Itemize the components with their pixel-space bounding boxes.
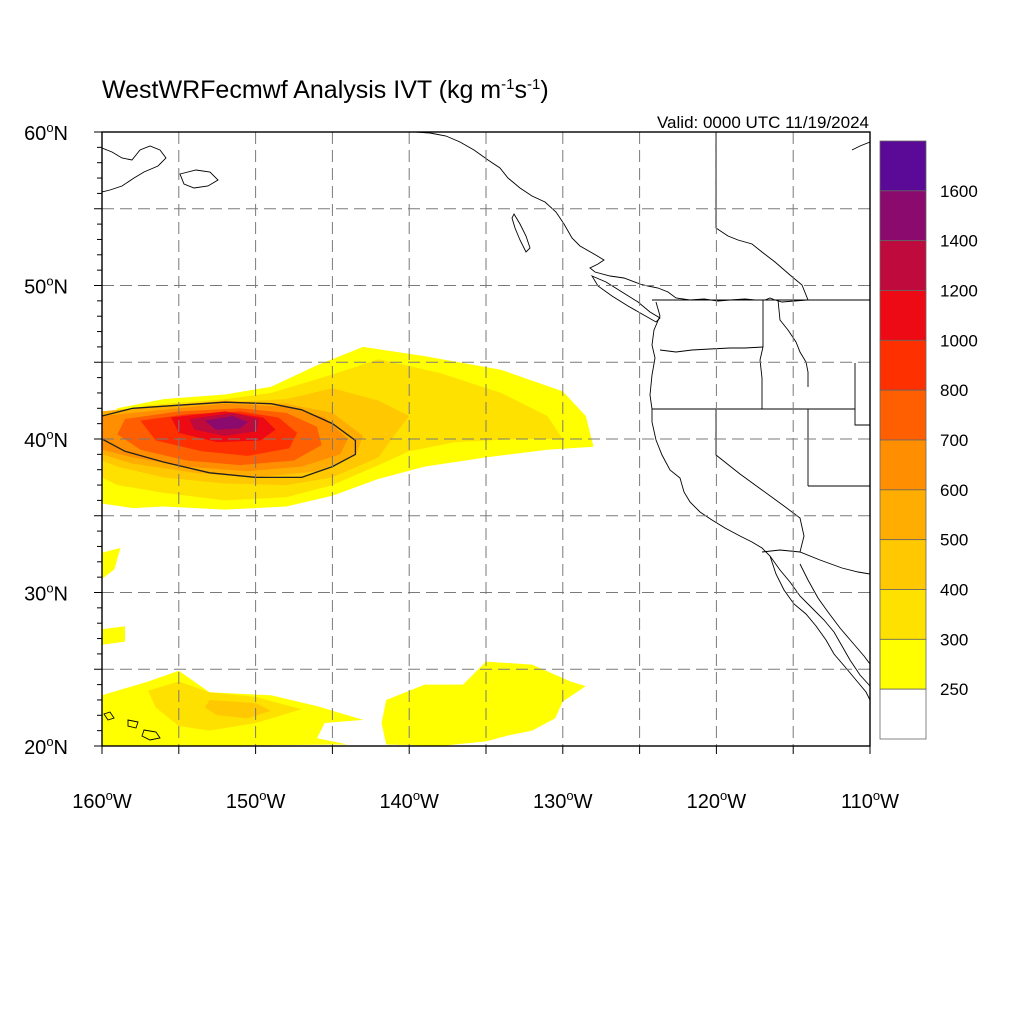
or-id-border: [759, 346, 764, 409]
graticule-dashed: [102, 132, 870, 746]
lon-label: 120oW: [687, 788, 747, 813]
longitude-labels: 160oW 150oW 140oW 130oW 120oW 110oW: [72, 788, 899, 813]
colorbar-swatch: [879, 240, 927, 291]
lat-label: 60oN: [24, 120, 68, 145]
minor-tick-marks: [94, 131, 871, 754]
ivt-region-250-4: [381, 661, 586, 746]
ivt-region-400-1: [204, 700, 271, 719]
colorbar-label: 1200: [940, 282, 978, 301]
colorbar-label: 400: [940, 581, 968, 600]
colorbar-swatch: [879, 688, 927, 740]
idaho-mt-border: [777, 299, 809, 387]
baja-california: [769, 555, 870, 701]
gulf-of-california: [799, 563, 870, 665]
lon-label: 130oW: [533, 788, 593, 813]
wy-border: [854, 363, 870, 426]
colorbar-swatch: [879, 190, 927, 242]
colorbar-swatch: [879, 140, 927, 192]
hudson-coast: [851, 141, 870, 151]
alaska-southwest: [102, 145, 167, 193]
mexico-border: [761, 549, 870, 575]
colorbar-label: 1400: [940, 232, 978, 251]
vancouver-island: [590, 275, 661, 323]
valid-time-label: Valid: 0000 UTC 11/19/2024: [657, 113, 869, 132]
colorbar-swatch: [879, 638, 927, 690]
lon-label: 110oW: [841, 788, 899, 813]
colorbar-swatch: [879, 339, 927, 391]
kodiak: [179, 169, 219, 189]
lon-label: 150oW: [226, 788, 286, 813]
colorbar-swatch: [879, 389, 927, 441]
colorbar-label: 1600: [940, 182, 978, 201]
colorbar-swatch: [879, 539, 927, 590]
haida-gwaii: [511, 213, 531, 253]
lat-label: 40oN: [24, 427, 68, 452]
lon-label: 140oW: [379, 788, 439, 813]
colorbar-label: 300: [940, 630, 968, 649]
ivt-contour-line: [102, 401, 357, 479]
colorbar-label: 500: [940, 531, 968, 550]
ivt-region-250-1: [102, 548, 121, 579]
colorbar-label: 600: [940, 481, 968, 500]
colorbar-swatch: [879, 290, 927, 341]
colorbar-label: 250: [940, 680, 968, 699]
map-title: WestWRFecmwf Analysis IVT (kg m-1s-1): [102, 76, 549, 104]
lon-label: 160oW: [72, 788, 132, 813]
colorbar-label: 800: [940, 381, 968, 400]
colorbar-label: 700: [940, 431, 968, 450]
lat-label: 50oN: [24, 274, 68, 299]
latitude-labels: 60oN 50oN 40oN 30oN 20oN: [24, 120, 68, 759]
ivt-region-250-2: [102, 626, 125, 645]
lat-label: 30oN: [24, 581, 68, 606]
wa-or-border: [659, 346, 764, 353]
colorbar-swatch: [879, 489, 927, 541]
ca-nv-diagonal: [715, 409, 805, 553]
colorbar-swatch: [879, 589, 927, 640]
lat-label: 20oN: [24, 734, 68, 759]
hawaii-islands: [103, 711, 161, 741]
map-frame: [101, 131, 871, 747]
ivt-region-1400-0: [204, 416, 248, 430]
colorbar-swatch: [879, 439, 927, 491]
colorbar-label: 1000: [940, 331, 978, 350]
ivt-colorbar: 1600 1400 1200 1000 800 700 600 500 400 300 250: [879, 140, 978, 740]
